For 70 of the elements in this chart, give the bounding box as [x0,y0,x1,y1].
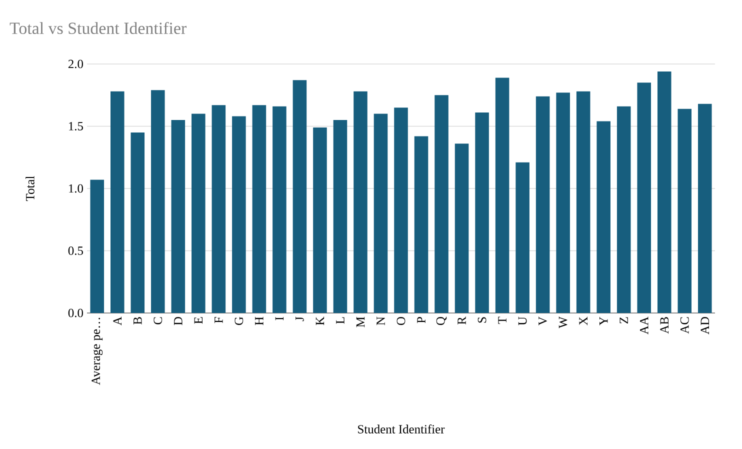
bar [333,120,348,313]
bar [354,91,368,313]
bar [576,91,590,313]
bar [657,71,672,313]
x-tick-label: Z [620,317,628,324]
y-axis-title: Total [26,176,34,201]
x-tick-label: X [579,316,588,326]
x-tick-label: AD [700,317,710,334]
x-tick-label: Y [600,316,608,326]
bar [475,112,489,313]
bar [678,108,692,313]
x-tick-label: D [174,317,182,326]
x-tick-label: AB [660,317,668,334]
bar [110,91,124,313]
bar [313,127,327,313]
x-tick-label: U [518,316,527,326]
x-tick-label: Q [436,316,447,325]
x-tick-label: P [417,317,426,324]
x-tick-label: AC [680,317,689,334]
bar [454,144,469,313]
bar [151,90,165,313]
bar [90,180,104,313]
bar [130,132,145,313]
bar [434,95,448,313]
bar [637,82,651,313]
x-tick-label: S [478,317,486,323]
y-tick-label: 0.0 [68,308,84,318]
x-tick-label: B [134,317,142,324]
x-tick-label: L [336,317,344,324]
bar [292,80,307,313]
x-tick-label: K [316,316,324,326]
bar [171,120,186,313]
x-tick-label: A [113,316,122,326]
bar [212,105,226,313]
bar [516,162,530,313]
bar [192,114,206,313]
chart-title: Total vs Student Identifier [10,22,186,34]
x-tick-label: E [194,317,202,324]
bar [556,92,570,313]
x-tick-label: C [154,317,162,324]
x-tick-label: N [376,316,385,326]
bar [698,104,712,313]
y-tick-label: 2.0 [68,60,84,68]
bar [414,136,428,313]
x-tick-label: I [275,316,284,320]
x-tick-label: V [538,316,547,326]
x-tick-label: T [498,316,506,324]
bar [596,121,610,313]
x-tick-label: R [458,316,466,324]
x-tick-label: G [234,316,244,325]
x-tick-label: W [558,316,568,328]
y-tick-label: 1.0 [69,184,84,193]
x-tick-label: M [356,316,365,328]
x-axis-title: Student Identifier [358,424,445,434]
x-tick-label: Average pe… [92,318,103,385]
bar [394,108,408,313]
x-tick-label: O [396,317,406,325]
bar [495,78,510,313]
bar [252,105,266,313]
bar [232,116,246,313]
bar [536,96,550,313]
bar [374,114,388,313]
y-tick-label: 1.5 [69,122,83,130]
x-tick-label: AA [640,316,648,334]
y-tick-label: 0.5 [68,246,83,255]
bar [616,106,631,313]
x-tick-label: H [255,316,264,326]
x-tick-label: F [214,316,223,324]
bar [272,106,286,313]
x-tick-label: J [296,316,304,322]
